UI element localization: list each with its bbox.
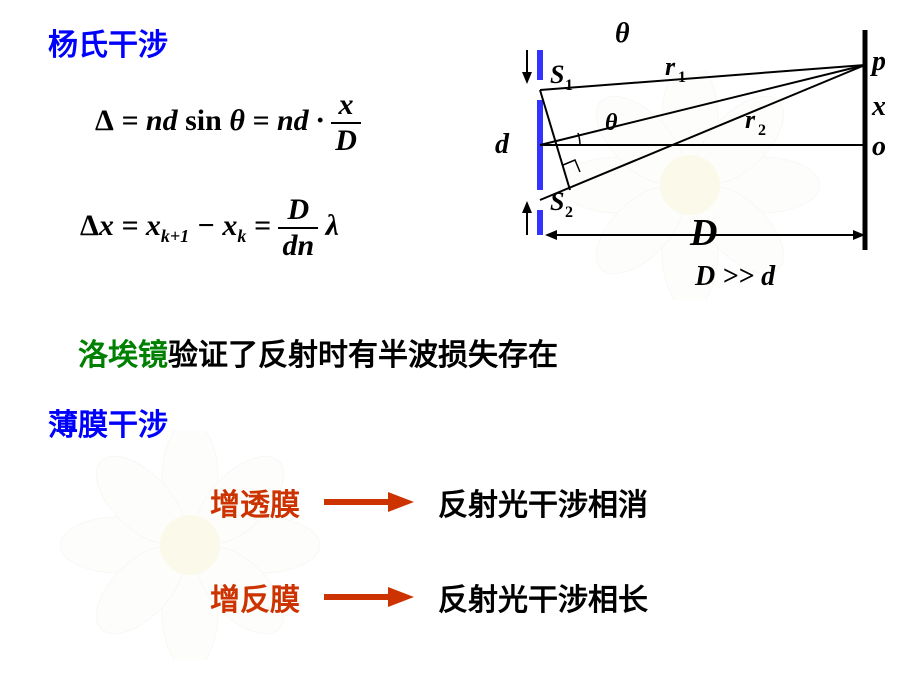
svg-text:D >> d: D >> d <box>694 261 776 292</box>
svg-text:1: 1 <box>678 69 686 86</box>
lloyd-mirror-black: 验证了反射时有半波损失存在 <box>168 339 558 372</box>
svg-text:x: x <box>871 91 885 122</box>
anti-reflection-row: 增透膜 反射光干涉相消 <box>210 480 648 524</box>
formula2-numerator: D <box>278 195 318 227</box>
svg-text:S: S <box>550 60 564 89</box>
title-youngs-interference: 杨氏干涉 <box>48 20 168 64</box>
formula2-denominator: dn <box>278 227 318 261</box>
lloyd-mirror-line: 洛埃镜验证了反射时有半波损失存在 <box>78 330 558 374</box>
svg-text:p: p <box>870 46 885 77</box>
formula1-denominator: D <box>331 122 361 156</box>
hr-result-label: 反射光干涉相长 <box>438 575 648 619</box>
svg-text:1: 1 <box>565 77 573 94</box>
title-thin-film: 薄膜干涉 <box>48 400 168 444</box>
youngs-double-slit-diagram: θ θ S 1 S 2 r 1 r 2 d p x o D D >> d <box>465 20 885 300</box>
lloyd-mirror-green: 洛埃镜 <box>78 339 168 372</box>
high-reflection-row: 增反膜 反射光干涉相长 <box>210 575 648 619</box>
flower-decoration <box>60 430 320 665</box>
svg-text:θ: θ <box>615 20 630 49</box>
svg-text:r: r <box>665 52 676 81</box>
svg-text:2: 2 <box>565 204 573 221</box>
svg-text:D: D <box>689 212 717 254</box>
ar-result-label: 反射光干涉相消 <box>438 480 648 524</box>
svg-text:2: 2 <box>758 122 766 139</box>
formula-path-difference: Δ = nd sin θ = nd · x D <box>95 90 361 156</box>
svg-text:o: o <box>872 131 885 162</box>
ar-coating-label: 增透膜 <box>210 480 300 524</box>
arrow-icon <box>324 490 414 514</box>
svg-text:θ: θ <box>605 110 618 136</box>
arrow-icon <box>324 585 414 609</box>
svg-text:d: d <box>495 129 510 160</box>
hr-coating-label: 增反膜 <box>210 575 300 619</box>
svg-text:S: S <box>550 187 564 216</box>
svg-text:r: r <box>745 105 756 134</box>
formula1-numerator: x <box>331 90 361 122</box>
formula-fringe-spacing: Δx = xk+1 − xk = D dn λ <box>80 195 339 261</box>
